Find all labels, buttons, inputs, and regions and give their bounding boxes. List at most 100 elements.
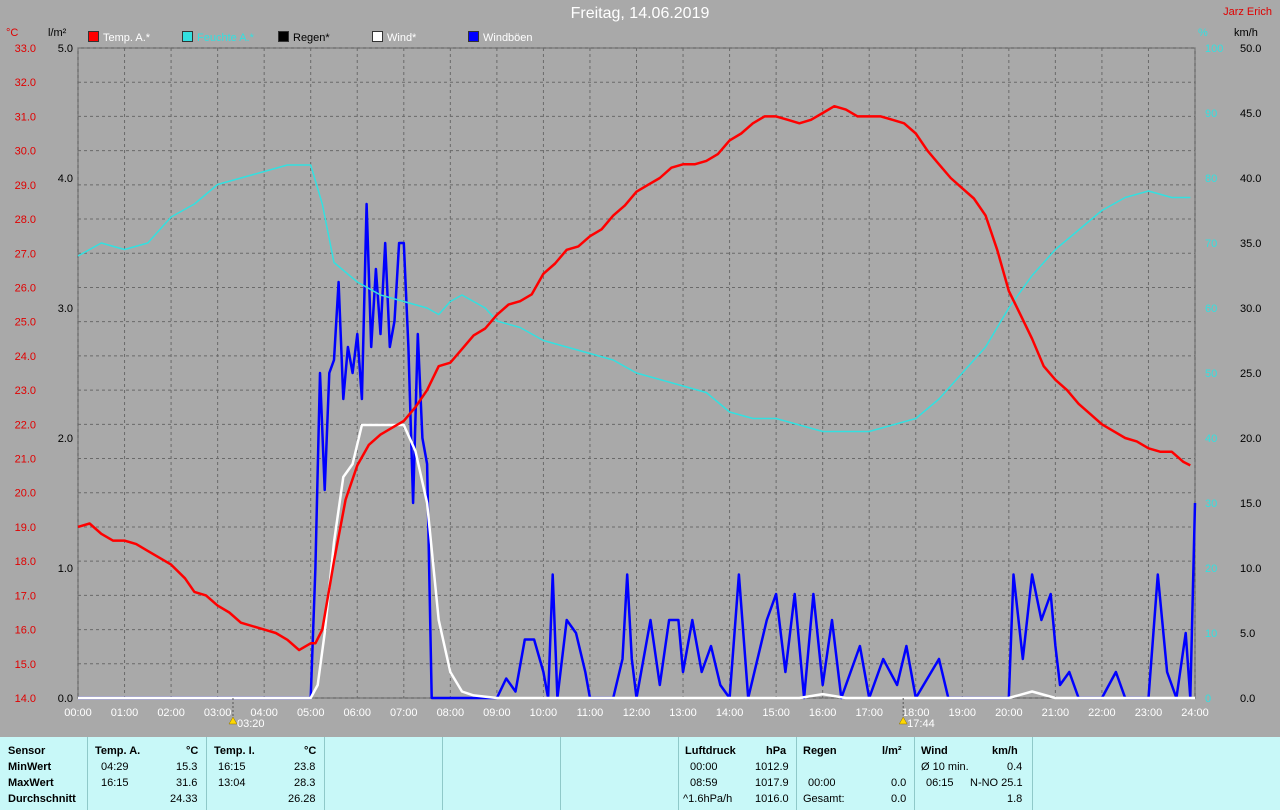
temp-tick-label: 26.0 xyxy=(15,282,36,294)
wind-axis-ticks: 0.0 5.0 10.0 15.0 20.0 25.0 30.0 35.0 40.0 45.0 50… xyxy=(1240,43,1261,705)
luftdruck-max-val: 1017.9 xyxy=(755,777,789,789)
legend-item-rain[interactable]: Regen* xyxy=(278,31,330,44)
luftdruck-min-val: 1012.9 xyxy=(755,761,789,773)
temp-tick-label: 23.0 xyxy=(15,385,36,397)
temp-tick-label: 18.0 xyxy=(15,556,36,568)
legend-item-temp[interactable]: Temp. A.* xyxy=(88,31,150,44)
time-tick-label: 18:00 xyxy=(902,707,930,719)
regen-header: Regen xyxy=(803,745,837,757)
wind-tick-label: 15.0 xyxy=(1240,498,1261,510)
table-divider xyxy=(796,737,797,810)
time-tick-label: 16:00 xyxy=(809,707,837,719)
humidity-tick-label: 90 xyxy=(1205,108,1217,120)
legend-label-humidity: Feuchte A.* xyxy=(197,32,254,44)
humidity-tick-label: 40 xyxy=(1205,433,1217,445)
temp-tick-label: 25.0 xyxy=(15,317,36,329)
temp-tick-label: 16.0 xyxy=(15,625,36,637)
time-tick-label: 12:00 xyxy=(623,707,651,719)
temp-a-max-val: 31.6 xyxy=(176,777,198,789)
temp-tick-label: 33.0 xyxy=(15,43,36,55)
humidity-axis-ticks: 0 10 20 30 40 50 60 70 80 90 100 xyxy=(1205,43,1223,705)
temp-tick-label: 21.0 xyxy=(15,454,36,466)
rain-tick-label: 5.0 xyxy=(58,43,73,55)
humidity-tick-label: 70 xyxy=(1205,238,1217,250)
humidity-tick-label: 80 xyxy=(1205,173,1217,185)
series-line-feuchte-a xyxy=(77,164,1191,433)
table-divider xyxy=(442,737,443,810)
sun-marker-label: 17:44 xyxy=(907,718,935,730)
table-divider xyxy=(87,737,88,810)
time-tick-label: 17:00 xyxy=(855,707,883,719)
maxwert-label: MaxWert xyxy=(8,777,54,789)
temp-tick-label: 20.0 xyxy=(15,488,36,500)
time-axis-ticks: 00:00 01:00 02:00 03:00 04:00 05:00 06:00 07:00… xyxy=(64,707,1209,719)
legend-label-gusts: Windböen xyxy=(483,32,533,44)
regen-max-val: 0.0 xyxy=(891,777,907,789)
time-tick-label: 08:00 xyxy=(437,707,465,719)
time-tick-label: 11:00 xyxy=(577,707,604,719)
wind-tick-label: 20.0 xyxy=(1240,433,1261,445)
temp-axis-ticks: 14.0 15.0 16.0 17.0 18.0 19.0 20.0 21.0 22.0 23.0… xyxy=(15,43,36,705)
temp-a-unit: °C xyxy=(186,745,199,757)
temp-i-unit: °C xyxy=(304,745,317,757)
time-tick-label: 23:00 xyxy=(1135,707,1163,719)
wind-tick-label: 10.0 xyxy=(1240,563,1261,575)
legend-label-wind: Wind* xyxy=(387,32,417,44)
series-line-temp-a xyxy=(77,104,1191,652)
time-tick-label: 09:00 xyxy=(483,707,511,719)
chart-series xyxy=(77,104,1197,700)
time-tick-label: 02:00 xyxy=(157,707,185,719)
time-tick-label: 20:00 xyxy=(995,707,1023,719)
legend-label-rain: Regen* xyxy=(293,32,330,44)
rain-axis-ticks: 0.0 1.0 2.0 3.0 4.0 5.0 xyxy=(58,43,73,705)
wind-max-time: 06:15 xyxy=(926,777,954,789)
rain-tick-label: 0.0 xyxy=(58,693,73,705)
wind-tick-label: 5.0 xyxy=(1240,628,1255,640)
wind-tick-label: 40.0 xyxy=(1240,173,1261,185)
time-tick-label: 24:00 xyxy=(1181,707,1209,719)
wind-tick-label: 0.0 xyxy=(1240,693,1255,705)
wind-avg10: 0.4 xyxy=(1007,761,1023,773)
temp-tick-label: 32.0 xyxy=(15,77,36,89)
temp-i-max-time: 13:04 xyxy=(218,777,246,789)
sun-marker-label: 03:20 xyxy=(237,718,265,730)
time-tick-label: 01:00 xyxy=(111,707,139,719)
legend-item-humidity[interactable]: Feuchte A.* xyxy=(182,31,254,44)
stats-table: Sensor MinWert MaxWert Durchschnitt Temp… xyxy=(0,737,1280,810)
regen-total: 0.0 xyxy=(891,793,907,805)
legend-item-wind[interactable]: Wind* xyxy=(372,31,416,44)
rain-tick-label: 2.0 xyxy=(58,433,73,445)
temp-a-min-val: 15.3 xyxy=(176,761,198,773)
legend-label-temp: Temp. A.* xyxy=(103,32,151,44)
temp-i-avg: 26.28 xyxy=(288,793,316,805)
rain-tick-label: 1.0 xyxy=(58,563,73,575)
temp-tick-label: 19.0 xyxy=(15,522,36,534)
wind-tick-label: 25.0 xyxy=(1240,368,1261,380)
wind-unit-label: km/h xyxy=(1234,27,1258,39)
humidity-tick-label: 50 xyxy=(1205,368,1217,380)
temp-a-max-time: 16:15 xyxy=(101,777,129,789)
time-tick-label: 05:00 xyxy=(297,707,325,719)
wind-tick-label: 35.0 xyxy=(1240,238,1261,250)
temp-tick-label: 14.0 xyxy=(15,693,36,705)
luftdruck-header: Luftdruck xyxy=(685,745,736,757)
series-line-wind xyxy=(78,423,1195,700)
legend-swatch-wind xyxy=(372,31,383,42)
legend-item-gusts[interactable]: Windböen xyxy=(468,31,533,44)
wind-unit: km/h xyxy=(992,745,1018,757)
table-divider xyxy=(1032,737,1033,810)
author-label: Jarz Erich xyxy=(1223,6,1272,18)
chart-title: Freitag, 14.06.2019 xyxy=(570,5,710,22)
humidity-tick-label: 100 xyxy=(1205,43,1223,55)
legend-swatch-humidity xyxy=(182,31,193,42)
wind-max-val: N-NO 25.1 xyxy=(970,777,1023,789)
time-tick-label: 00:00 xyxy=(64,707,92,719)
luftdruck-avg: 1016.0 xyxy=(755,793,789,805)
humidity-tick-label: 20 xyxy=(1205,563,1217,575)
temp-a-avg: 24.33 xyxy=(170,793,198,805)
minwert-label: MinWert xyxy=(8,761,52,773)
regen-max-time: 00:00 xyxy=(808,777,836,789)
rain-tick-label: 3.0 xyxy=(58,303,73,315)
table-divider xyxy=(560,737,561,810)
humidity-tick-label: 30 xyxy=(1205,498,1217,510)
